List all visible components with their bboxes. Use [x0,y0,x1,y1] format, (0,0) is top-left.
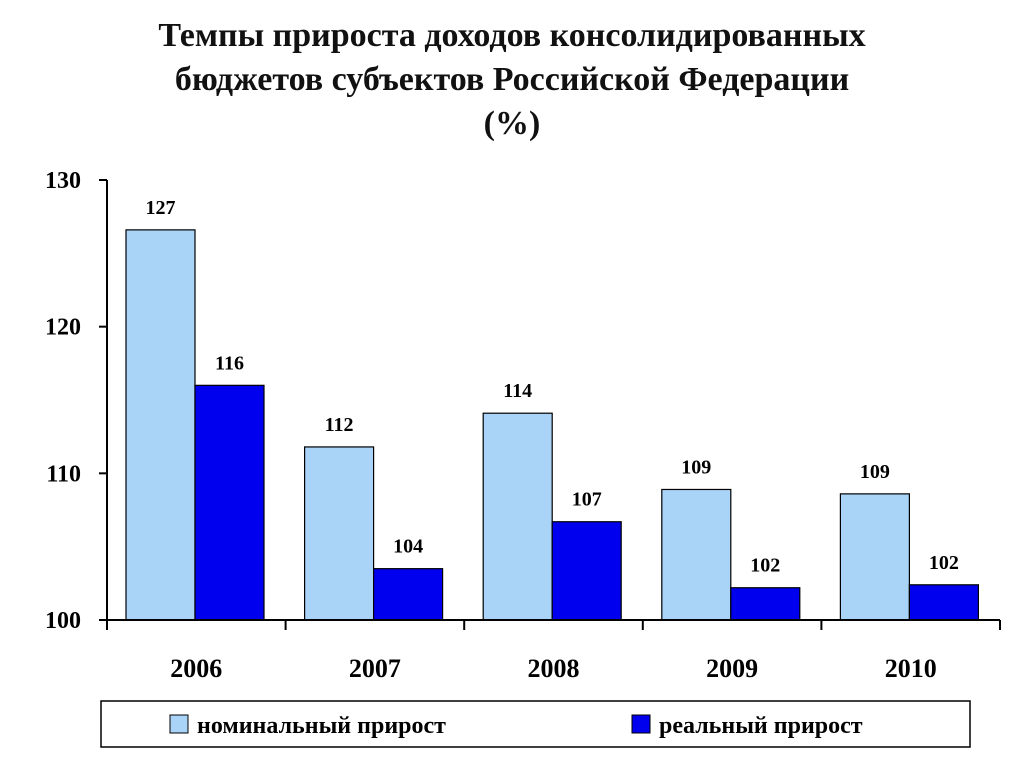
data-label-nominal-2009: 109 [681,456,711,478]
data-label-real-2007: 104 [393,536,423,558]
data-label-nominal-2010: 109 [860,461,890,483]
y-tick-label-120: 120 [45,315,81,341]
y-tick-label-130: 130 [45,168,81,194]
chart-title-line-3: (%) [483,105,541,142]
x-tick-label-2010: 2010 [885,654,937,683]
bar-real-2010 [908,584,980,621]
data-label-nominal-2007: 112 [325,414,354,436]
bar-nominal-2009 [661,488,732,621]
legend-box [100,700,971,748]
chart-title-line-1: Темпы прироста доходов консолидированных [158,17,866,54]
chart-title: Темпы прироста доходов консолидированных… [0,14,1024,146]
bar-real-2008 [551,521,622,621]
data-label-real-2009: 102 [750,555,780,577]
legend-swatch-nominal [169,714,189,734]
data-label-real-2008: 107 [572,489,602,511]
bar-real-2009 [730,587,801,621]
y-tick-label-100: 100 [45,608,81,634]
labels-layer: 127 112 114 109 109 116 104 107 102 102 100 110 120 1… [45,168,959,683]
chart-title-line-2: бюджетов субъектов Российской Федерации [174,61,850,98]
bars-layer [125,229,980,621]
x-tick-label-2006: 2006 [170,654,222,683]
data-label-nominal-2008: 114 [503,380,532,402]
x-tick-label-2009: 2009 [706,654,758,683]
bar-nominal-2010 [839,493,911,621]
x-tick-label-2007: 2007 [349,654,401,683]
x-tick-label-2008: 2008 [528,654,580,683]
data-label-nominal-2006: 127 [146,197,176,219]
bar-nominal-2008 [482,412,553,621]
y-tick-label-110: 110 [46,461,81,487]
legend-label-real: реальный прирост [659,713,863,739]
chart-legend: номинальный прирост реальный прирост [100,700,971,748]
data-label-real-2006: 116 [215,352,244,374]
bar-nominal-2007 [304,446,375,621]
legend-swatch-real [631,714,651,734]
legend-label-nominal: номинальный прирост [197,713,446,739]
bar-nominal-2006 [125,229,196,621]
bar-real-2006 [194,384,265,621]
axes-layer [99,179,1001,630]
bar-real-2007 [373,568,444,621]
data-label-real-2010: 102 [929,552,959,574]
